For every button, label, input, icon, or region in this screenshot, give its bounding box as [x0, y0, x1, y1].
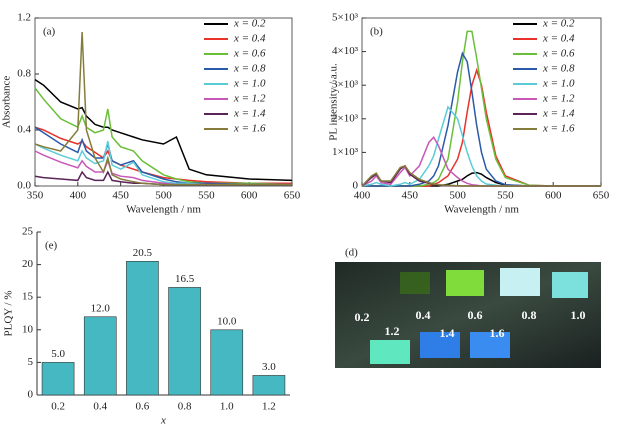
series-line — [361, 136, 601, 187]
y-axis-label: Absorbance — [1, 76, 13, 129]
x-tick-label: 600 — [545, 190, 562, 202]
legend-label: x = 1.0 — [233, 78, 266, 90]
x-tick-label: 550 — [497, 190, 514, 202]
legend-label: x = 0.4 — [542, 33, 575, 45]
y-tick-label: 15 — [22, 291, 34, 303]
sample-label: 0.2 — [355, 310, 370, 324]
x-tick-label: 0.8 — [178, 401, 192, 413]
legend-label: x = 1.2 — [233, 93, 266, 105]
legend-label: x = 1.0 — [542, 78, 575, 90]
panel-label: (a) — [43, 26, 56, 38]
y-axis-label: PLQY / % — [3, 290, 15, 336]
y-tick-label: 0.0 — [17, 180, 31, 192]
legend-label: x = 0.2 — [233, 18, 266, 30]
x-tick-label: 1.0 — [220, 401, 234, 413]
legend-label: x = 1.6 — [542, 123, 575, 135]
sample-square — [400, 272, 430, 294]
x-tick-label: 500 — [449, 190, 466, 202]
value-label: 5.0 — [51, 348, 65, 360]
bar — [41, 362, 75, 396]
legend-label: x = 0.8 — [233, 63, 266, 75]
sample-square — [370, 340, 410, 364]
value-label: 12.0 — [91, 302, 111, 314]
x-tick-label: 400 — [354, 190, 371, 202]
y-tick-label: 1×10³ — [332, 146, 359, 158]
bar — [83, 316, 117, 396]
y-tick-label: 0 — [28, 389, 34, 401]
series-line — [361, 164, 601, 187]
sample-label: 0.8 — [522, 308, 537, 322]
sample-label: 1.6 — [490, 326, 505, 340]
panel-label: (d) — [345, 247, 358, 259]
x-tick-label: 650 — [593, 190, 610, 202]
sample-label: 1.2 — [385, 324, 400, 338]
x-tick-label: 0.2 — [51, 401, 65, 413]
y-tick-label: 5×10³ — [332, 12, 359, 24]
panel-label: (b) — [370, 26, 383, 38]
bar — [252, 375, 286, 396]
y-tick-label: 10 — [22, 323, 34, 335]
x-axis-label: Wavelength / nm — [126, 204, 201, 216]
y-tick-label: 20 — [22, 258, 34, 270]
y-axis-label: PL intensity / a.u. — [328, 63, 340, 141]
x-tick-label: 450 — [112, 190, 129, 202]
y-tick-label: 5 — [28, 356, 34, 368]
legend-label: x = 0.6 — [542, 48, 575, 60]
legend-label: x = 1.4 — [233, 108, 266, 120]
series-line — [34, 141, 292, 186]
x-tick-label: 600 — [241, 190, 258, 202]
x-tick-label: 550 — [198, 190, 215, 202]
x-axis-label: Wavelength / nm — [444, 204, 519, 216]
sample-square — [446, 270, 484, 296]
sample-label: 0.4 — [416, 308, 431, 322]
x-tick-label: 450 — [402, 190, 419, 202]
y-tick-label: 1.2 — [17, 12, 31, 24]
legend-label: x = 0.2 — [542, 18, 575, 30]
legend-label: x = 1.6 — [233, 123, 266, 135]
x-tick-label: 0.6 — [136, 401, 150, 413]
x-tick-label: 350 — [27, 190, 44, 202]
sample-label: 1.0 — [571, 308, 586, 322]
value-label: 16.5 — [175, 273, 195, 285]
x-tick-label: 0.4 — [93, 401, 107, 413]
y-tick-label: 25 — [22, 226, 34, 238]
y-tick-label: 0 — [353, 180, 359, 192]
sample-square — [470, 332, 510, 358]
y-tick-label: 3×10³ — [332, 79, 359, 91]
sample-square — [552, 272, 588, 298]
bar — [126, 261, 159, 396]
sample-label: 0.6 — [468, 308, 483, 322]
value-label: 3.0 — [262, 361, 276, 373]
bar — [168, 287, 201, 396]
y-tick-label: 0.8 — [17, 68, 31, 80]
legend-label: x = 1.4 — [542, 108, 575, 120]
y-tick-label: 0.4 — [17, 124, 31, 136]
series-line — [34, 78, 293, 182]
bar — [210, 329, 244, 396]
y-tick-label: 4×10³ — [332, 45, 359, 57]
series-line — [34, 31, 292, 186]
sample-square — [500, 268, 540, 296]
x-tick-label: 500 — [155, 190, 172, 202]
legend-label: x = 1.2 — [542, 93, 575, 105]
x-tick-label: 400 — [70, 190, 87, 202]
x-tick-label: 650 — [284, 190, 301, 202]
sample-square — [420, 332, 460, 358]
x-axis-label: x — [160, 415, 166, 427]
x-tick-label: 1.2 — [262, 401, 276, 413]
sample-label: 1.4 — [440, 326, 455, 340]
legend-label: x = 0.6 — [233, 48, 266, 60]
value-label: 20.5 — [133, 247, 153, 259]
legend-label: x = 0.4 — [233, 33, 266, 45]
value-label: 10.0 — [217, 315, 237, 327]
legend-label: x = 0.8 — [542, 63, 575, 75]
y-tick-label: 2×10³ — [332, 112, 359, 124]
panel-label: (e) — [45, 240, 58, 252]
